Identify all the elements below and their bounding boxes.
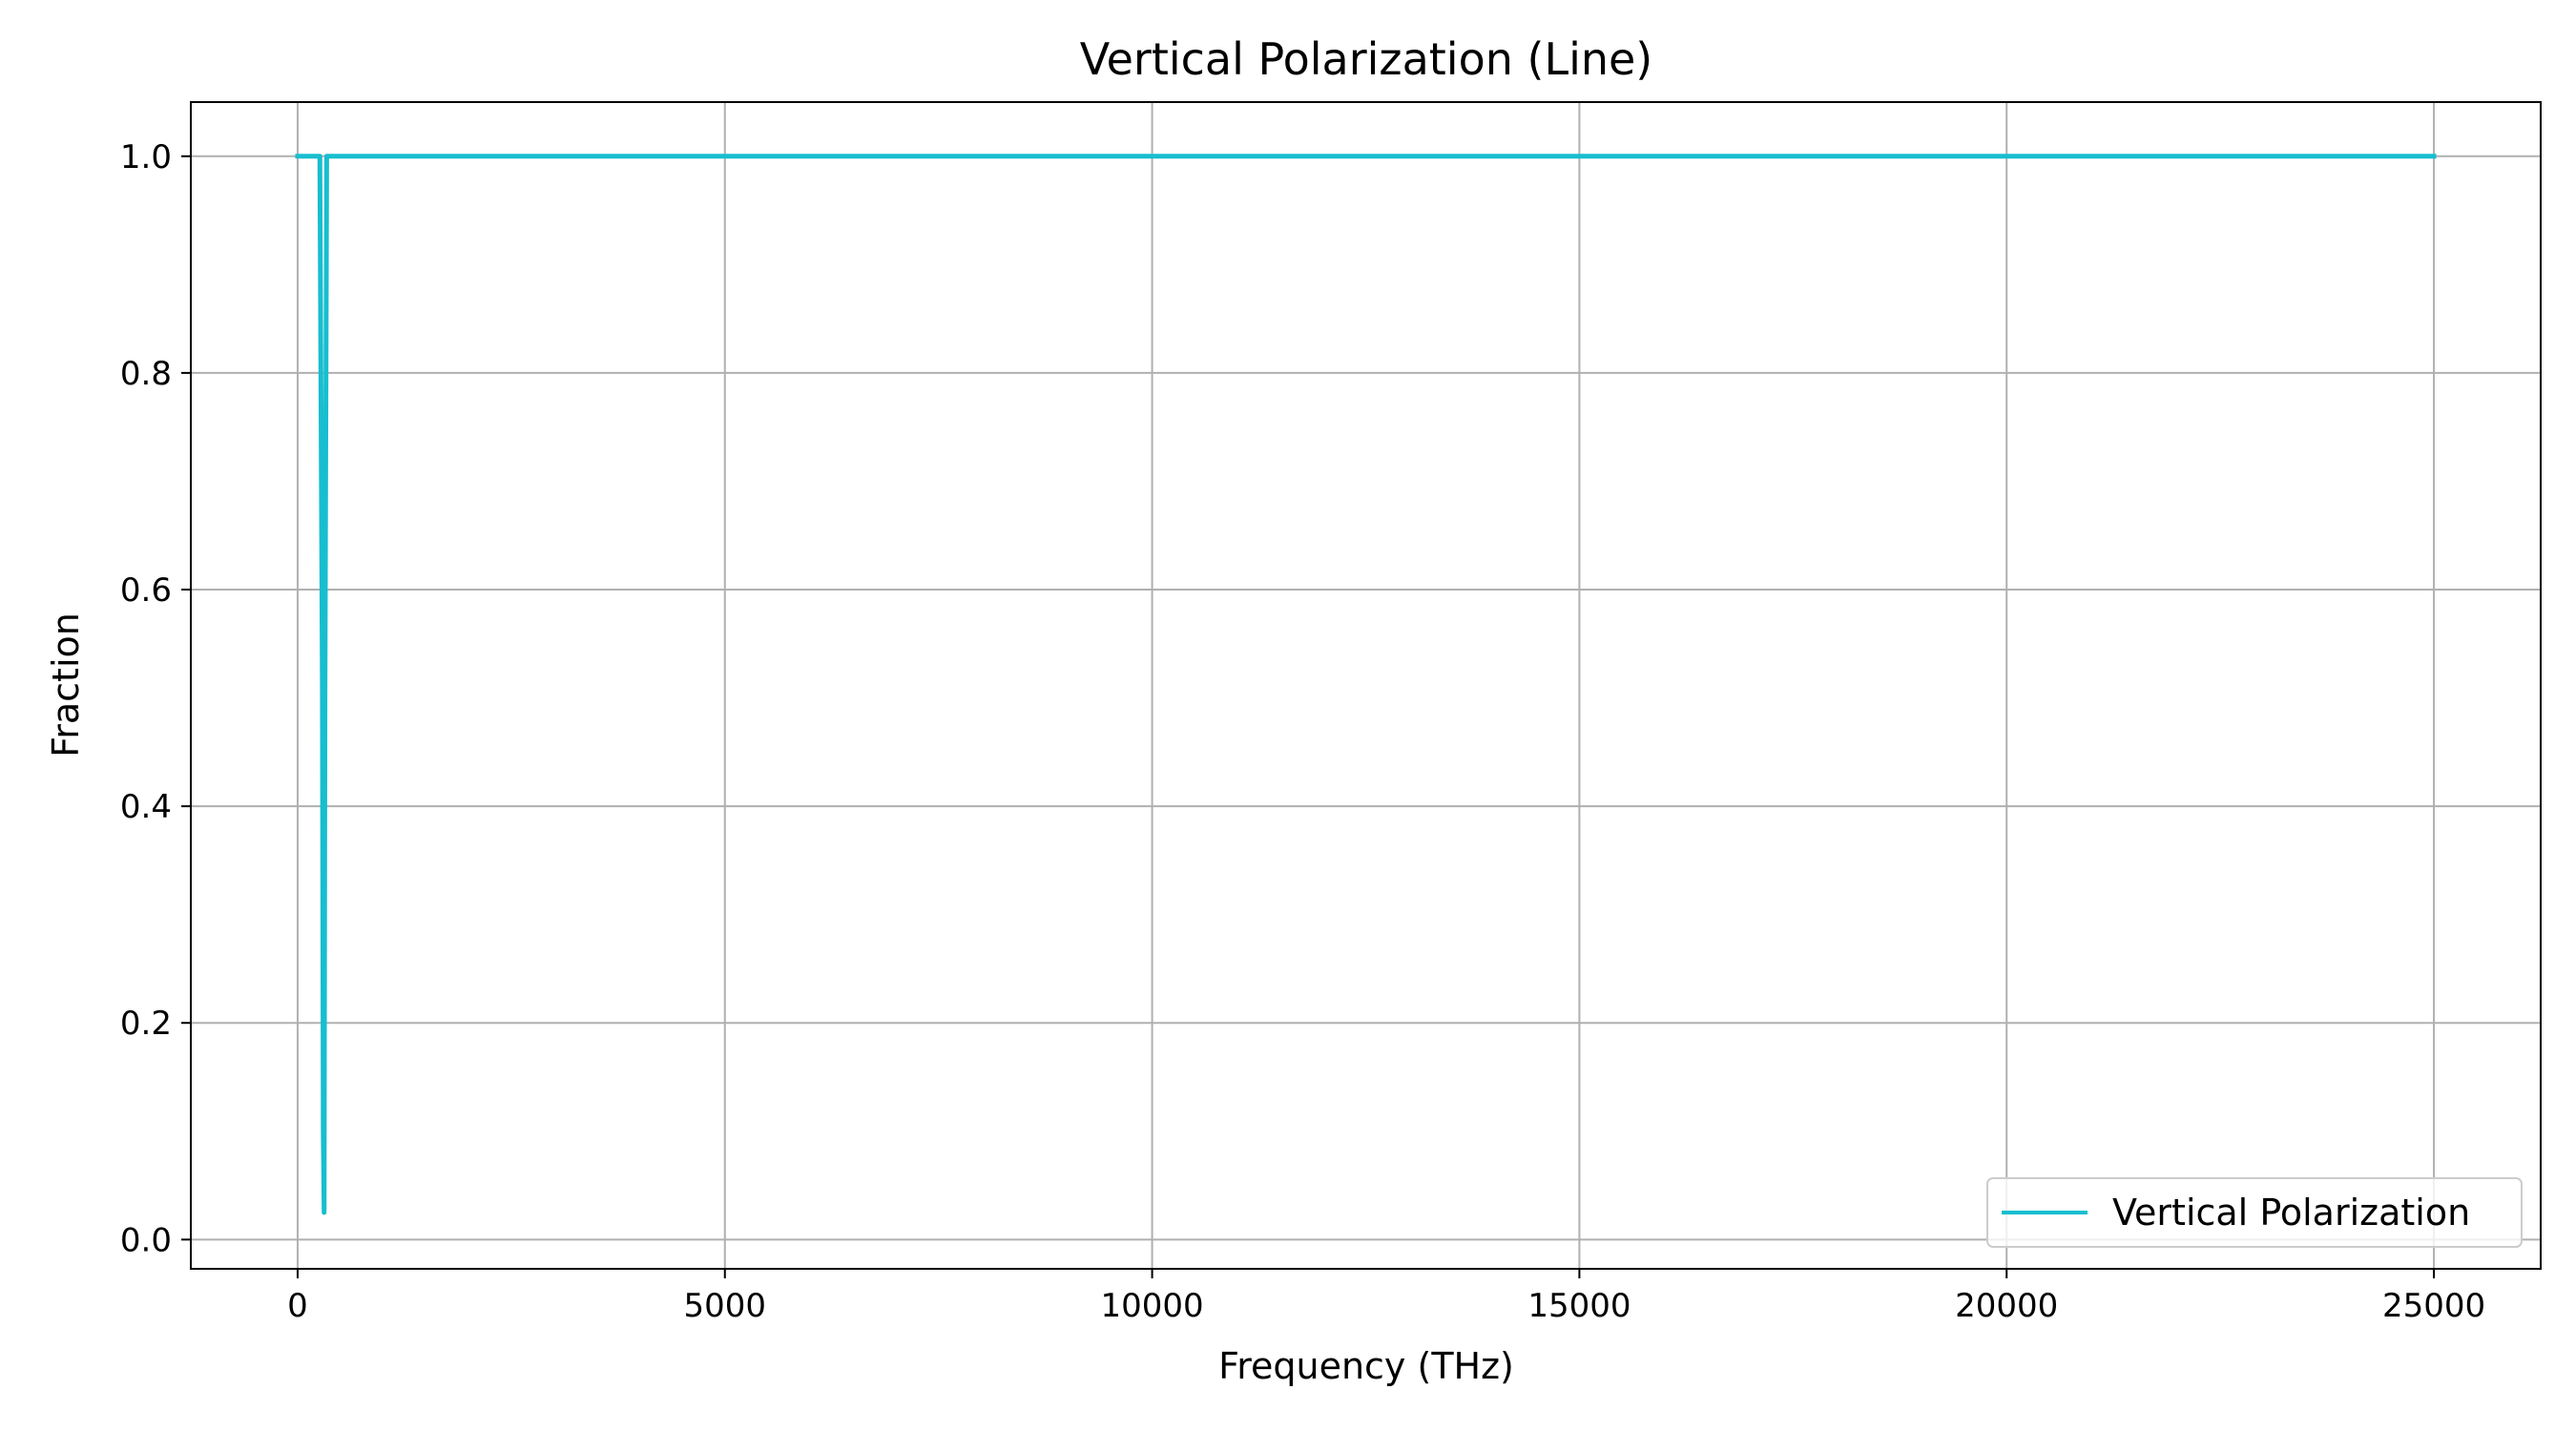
y-tick-label: 1.0 [120,138,172,176]
legend-label: Vertical Polarization [2112,1192,2470,1234]
x-tick-label: 25000 [2382,1287,2485,1325]
series-line-vertical-polarization [295,154,2437,1215]
y-tick-label: 0.8 [120,355,172,393]
plot-area-frame [190,101,2542,1270]
y-axis-label: Fraction [45,612,87,757]
y-tick-label: 0.0 [120,1221,172,1259]
legend-box [1986,1177,2523,1248]
y-tick-label: 0.2 [120,1005,172,1043]
x-tick-label: 20000 [1955,1287,2058,1325]
x-axis-label: Frequency (THz) [1218,1345,1514,1387]
y-axis: 0.0 0.2 0.4 0.6 0.8 1.0 [120,138,191,1259]
legend: Vertical Polarization [1986,1177,2523,1248]
x-tick-label: 10000 [1101,1287,1204,1325]
x-axis: 0 5000 10000 15000 20000 25000 [287,1269,2485,1325]
x-tick-label: 0 [287,1287,308,1325]
chart-title: Vertical Polarization (Line) [1080,33,1653,85]
series-group [295,154,2437,1215]
x-tick-label: 15000 [1527,1287,1631,1325]
x-tick-label: 5000 [684,1287,767,1325]
y-tick-label: 0.4 [120,788,172,826]
y-tick-label: 0.6 [120,571,172,610]
